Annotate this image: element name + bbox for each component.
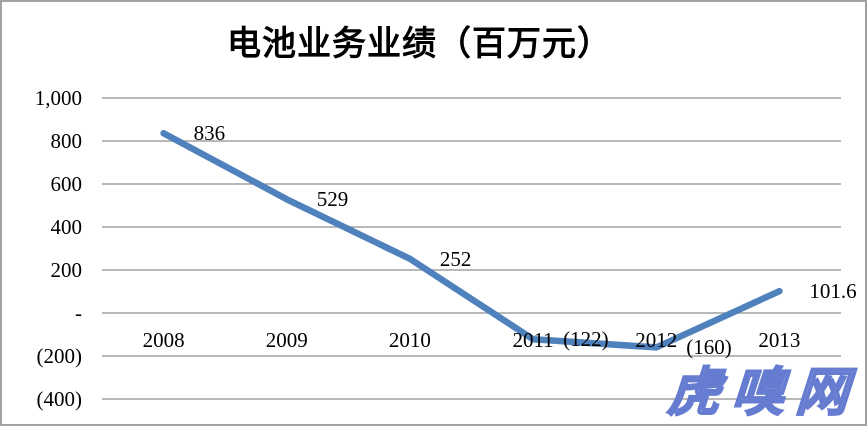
data-label: 836 — [193, 121, 226, 146]
chart-title: 电池业务业绩（百万元） — [227, 26, 612, 63]
x-tick-label: 2012 — [635, 328, 678, 352]
watermark: 虎嗅网 — [665, 364, 863, 423]
x-tick-label: 2009 — [265, 328, 308, 352]
series-line — [160, 130, 783, 351]
y-tick-label: 400 — [50, 215, 83, 239]
data-label: 252 — [439, 246, 472, 271]
data-label: (160) — [686, 335, 732, 360]
y-tick-label: (200) — [36, 344, 83, 368]
y-tick-label: 800 — [50, 129, 83, 153]
y-tick-label: 200 — [50, 258, 83, 282]
y-tick-label: (400) — [36, 387, 83, 411]
x-tick-label: 2008 — [142, 328, 185, 352]
y-tick-label: 1,000 — [34, 86, 82, 110]
data-label: 101.6 — [809, 279, 857, 304]
x-tick-label: 2013 — [758, 328, 801, 352]
data-label: (122) — [563, 327, 609, 352]
x-tick-label: 2010 — [388, 328, 431, 352]
data-label: 529 — [316, 187, 349, 212]
x-tick-label: 2011 — [512, 328, 554, 352]
y-tick-label: 600 — [50, 172, 83, 196]
y-tick-label: - — [75, 301, 82, 325]
